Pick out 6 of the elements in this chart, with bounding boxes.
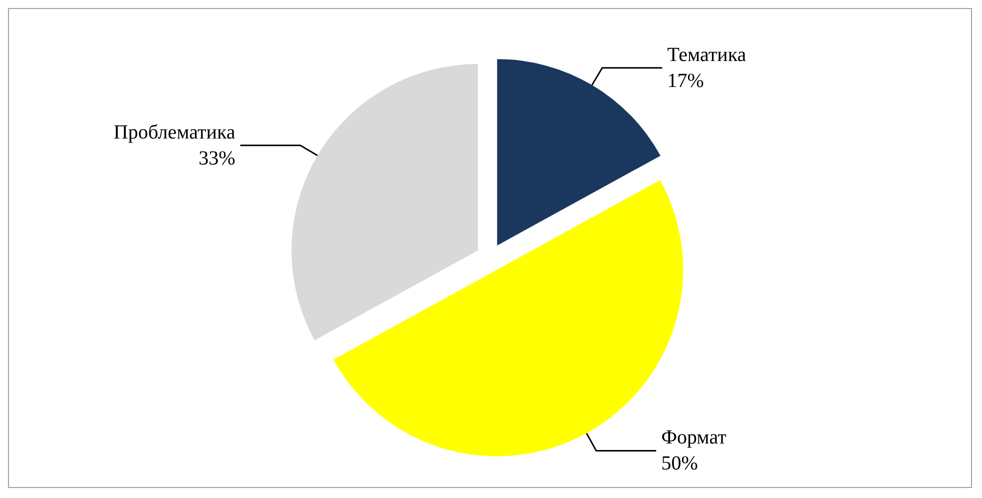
data-label: 50% — [661, 452, 698, 475]
slice-label: Тематика — [667, 44, 746, 66]
data-label: 33% — [198, 147, 236, 170]
slice-label: Формат — [661, 426, 727, 449]
data-label: 17% — [667, 70, 704, 92]
slice-label: Проблематика — [114, 121, 236, 144]
